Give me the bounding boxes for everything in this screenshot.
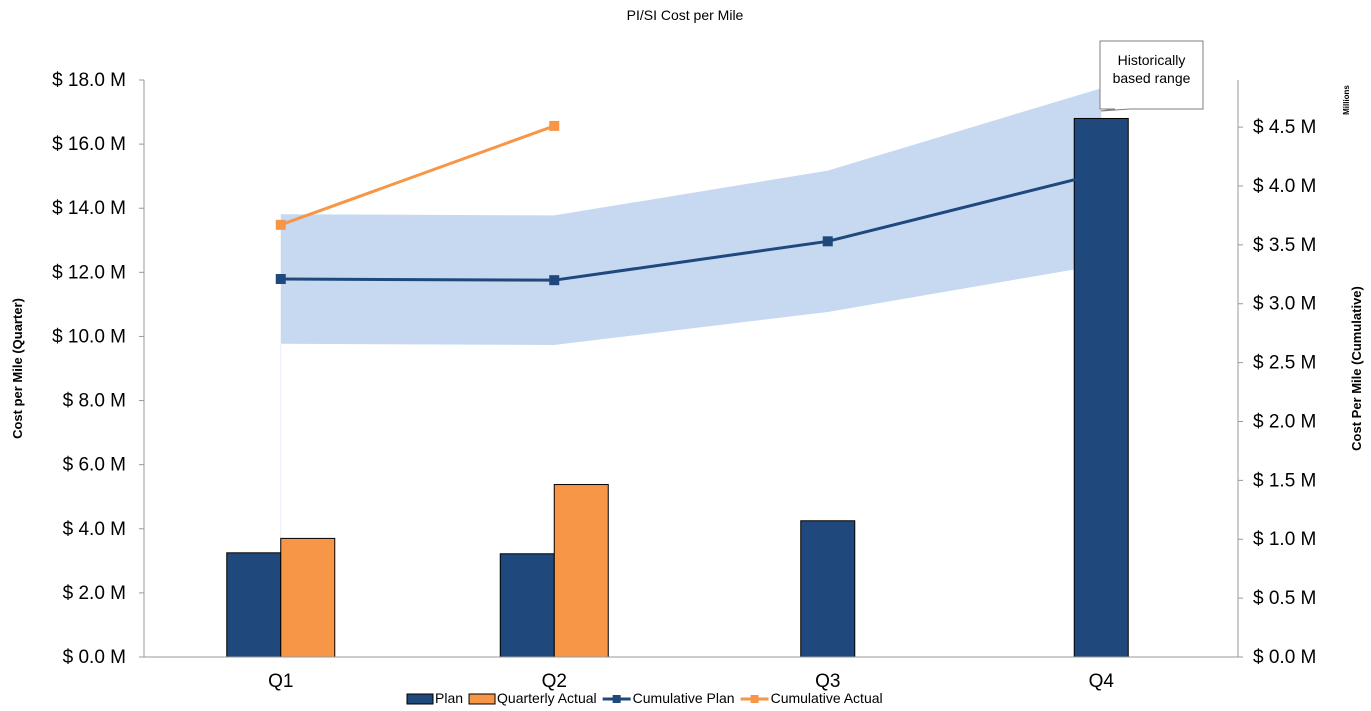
label-layer: $ 0.0 M $ 2.0 M $ 4.0 M $ 6.0 M $ 8.0 M $ 10.…: [10, 70, 1364, 692]
bar-quarterly-actual-q2: [553, 484, 609, 658]
legend-label-quarterly-actual: Quarterly Actual: [497, 690, 597, 706]
point-cumulative-plan: [549, 275, 560, 286]
line-layer: [275, 120, 1107, 286]
x-tick-label: Q3: [815, 671, 840, 692]
bar-plan-q4: [1073, 117, 1129, 658]
legend-marker-cumulative-plan: [612, 695, 621, 703]
x-tick-label: Q2: [542, 671, 567, 692]
point-cumulative-actual: [275, 219, 286, 230]
y-axis-title-left: Cost per Mile (Quarter): [10, 298, 25, 439]
y-axis-units-right: Millions: [1342, 85, 1351, 115]
line-cumulative-plan: [280, 171, 1102, 282]
y-axis-title-right: Cost Per Mile (Cumulative): [1349, 286, 1364, 451]
y-tick-label-left: $ 12.0 M: [52, 262, 126, 283]
y-tick-label-right: $ 0.5 M: [1253, 588, 1316, 609]
legend-marker-cumulative-actual: [750, 695, 759, 703]
point-cumulative-actual: [549, 120, 560, 131]
range-callout: Historically based range: [1099, 40, 1204, 112]
y-tick-label-right: $ 4.0 M: [1253, 176, 1316, 197]
y-tick-label-left: $ 18.0 M: [52, 70, 126, 91]
y-tick-label-left: $ 16.0 M: [52, 134, 126, 155]
bar-plan-q3: [800, 520, 856, 658]
historical-range-band: [280, 88, 1102, 345]
bar-plan-q2: [499, 553, 555, 658]
y-tick-label-right: $ 2.0 M: [1253, 411, 1316, 432]
y-tick-label-right: $ 1.5 M: [1253, 470, 1316, 491]
range-band-layer: [280, 88, 1102, 657]
y-tick-label-left: $ 0.0 M: [63, 647, 126, 668]
bar-plan-q1: [226, 552, 282, 658]
legend-label-plan: Plan: [435, 690, 463, 706]
x-tick-label: Q1: [268, 671, 293, 692]
y-tick-label-left: $ 6.0 M: [63, 455, 126, 476]
line-cumulative-actual: [280, 124, 555, 227]
legend-swatch-plan: [406, 693, 434, 705]
y-tick-label-right: $ 4.5 M: [1253, 117, 1316, 138]
callout-label-line-2: based range: [1113, 70, 1191, 86]
bar-quarterly-actual-q1: [280, 537, 336, 658]
y-tick-label-right: $ 2.5 M: [1253, 353, 1316, 374]
point-cumulative-plan: [1096, 168, 1107, 179]
y-tick-label-right: $ 3.0 M: [1253, 294, 1316, 315]
y-tick-label-left: $ 2.0 M: [63, 583, 126, 604]
y-tick-label-left: $ 14.0 M: [52, 198, 126, 219]
y-tick-label-left: $ 4.0 M: [63, 519, 126, 540]
y-tick-label-right: $ 1.0 M: [1253, 529, 1316, 550]
point-cumulative-plan: [275, 274, 286, 285]
y-tick-label-left: $ 10.0 M: [52, 326, 126, 347]
x-tick-label: Q4: [1089, 671, 1115, 692]
chart-title: PI/SI Cost per Mile: [627, 7, 744, 23]
y-tick-label-right: $ 3.5 M: [1253, 235, 1316, 256]
legend: Plan Quarterly Actual Cumulative Plan Cumul…: [406, 690, 883, 706]
axis-layer: [139, 79, 1243, 658]
callout-label-line-1: Historically: [1118, 52, 1186, 68]
callout-box: [1099, 40, 1204, 112]
legend-label-cumulative-plan: Cumulative Plan: [633, 690, 735, 706]
y-tick-label-left: $ 8.0 M: [63, 391, 126, 412]
point-cumulative-plan: [822, 236, 833, 247]
bar-layer: [226, 117, 1129, 658]
legend-swatch-quarterly-actual: [468, 693, 496, 705]
y-tick-label-right: $ 0.0 M: [1253, 647, 1316, 668]
legend-label-cumulative-actual: Cumulative Actual: [771, 690, 883, 706]
